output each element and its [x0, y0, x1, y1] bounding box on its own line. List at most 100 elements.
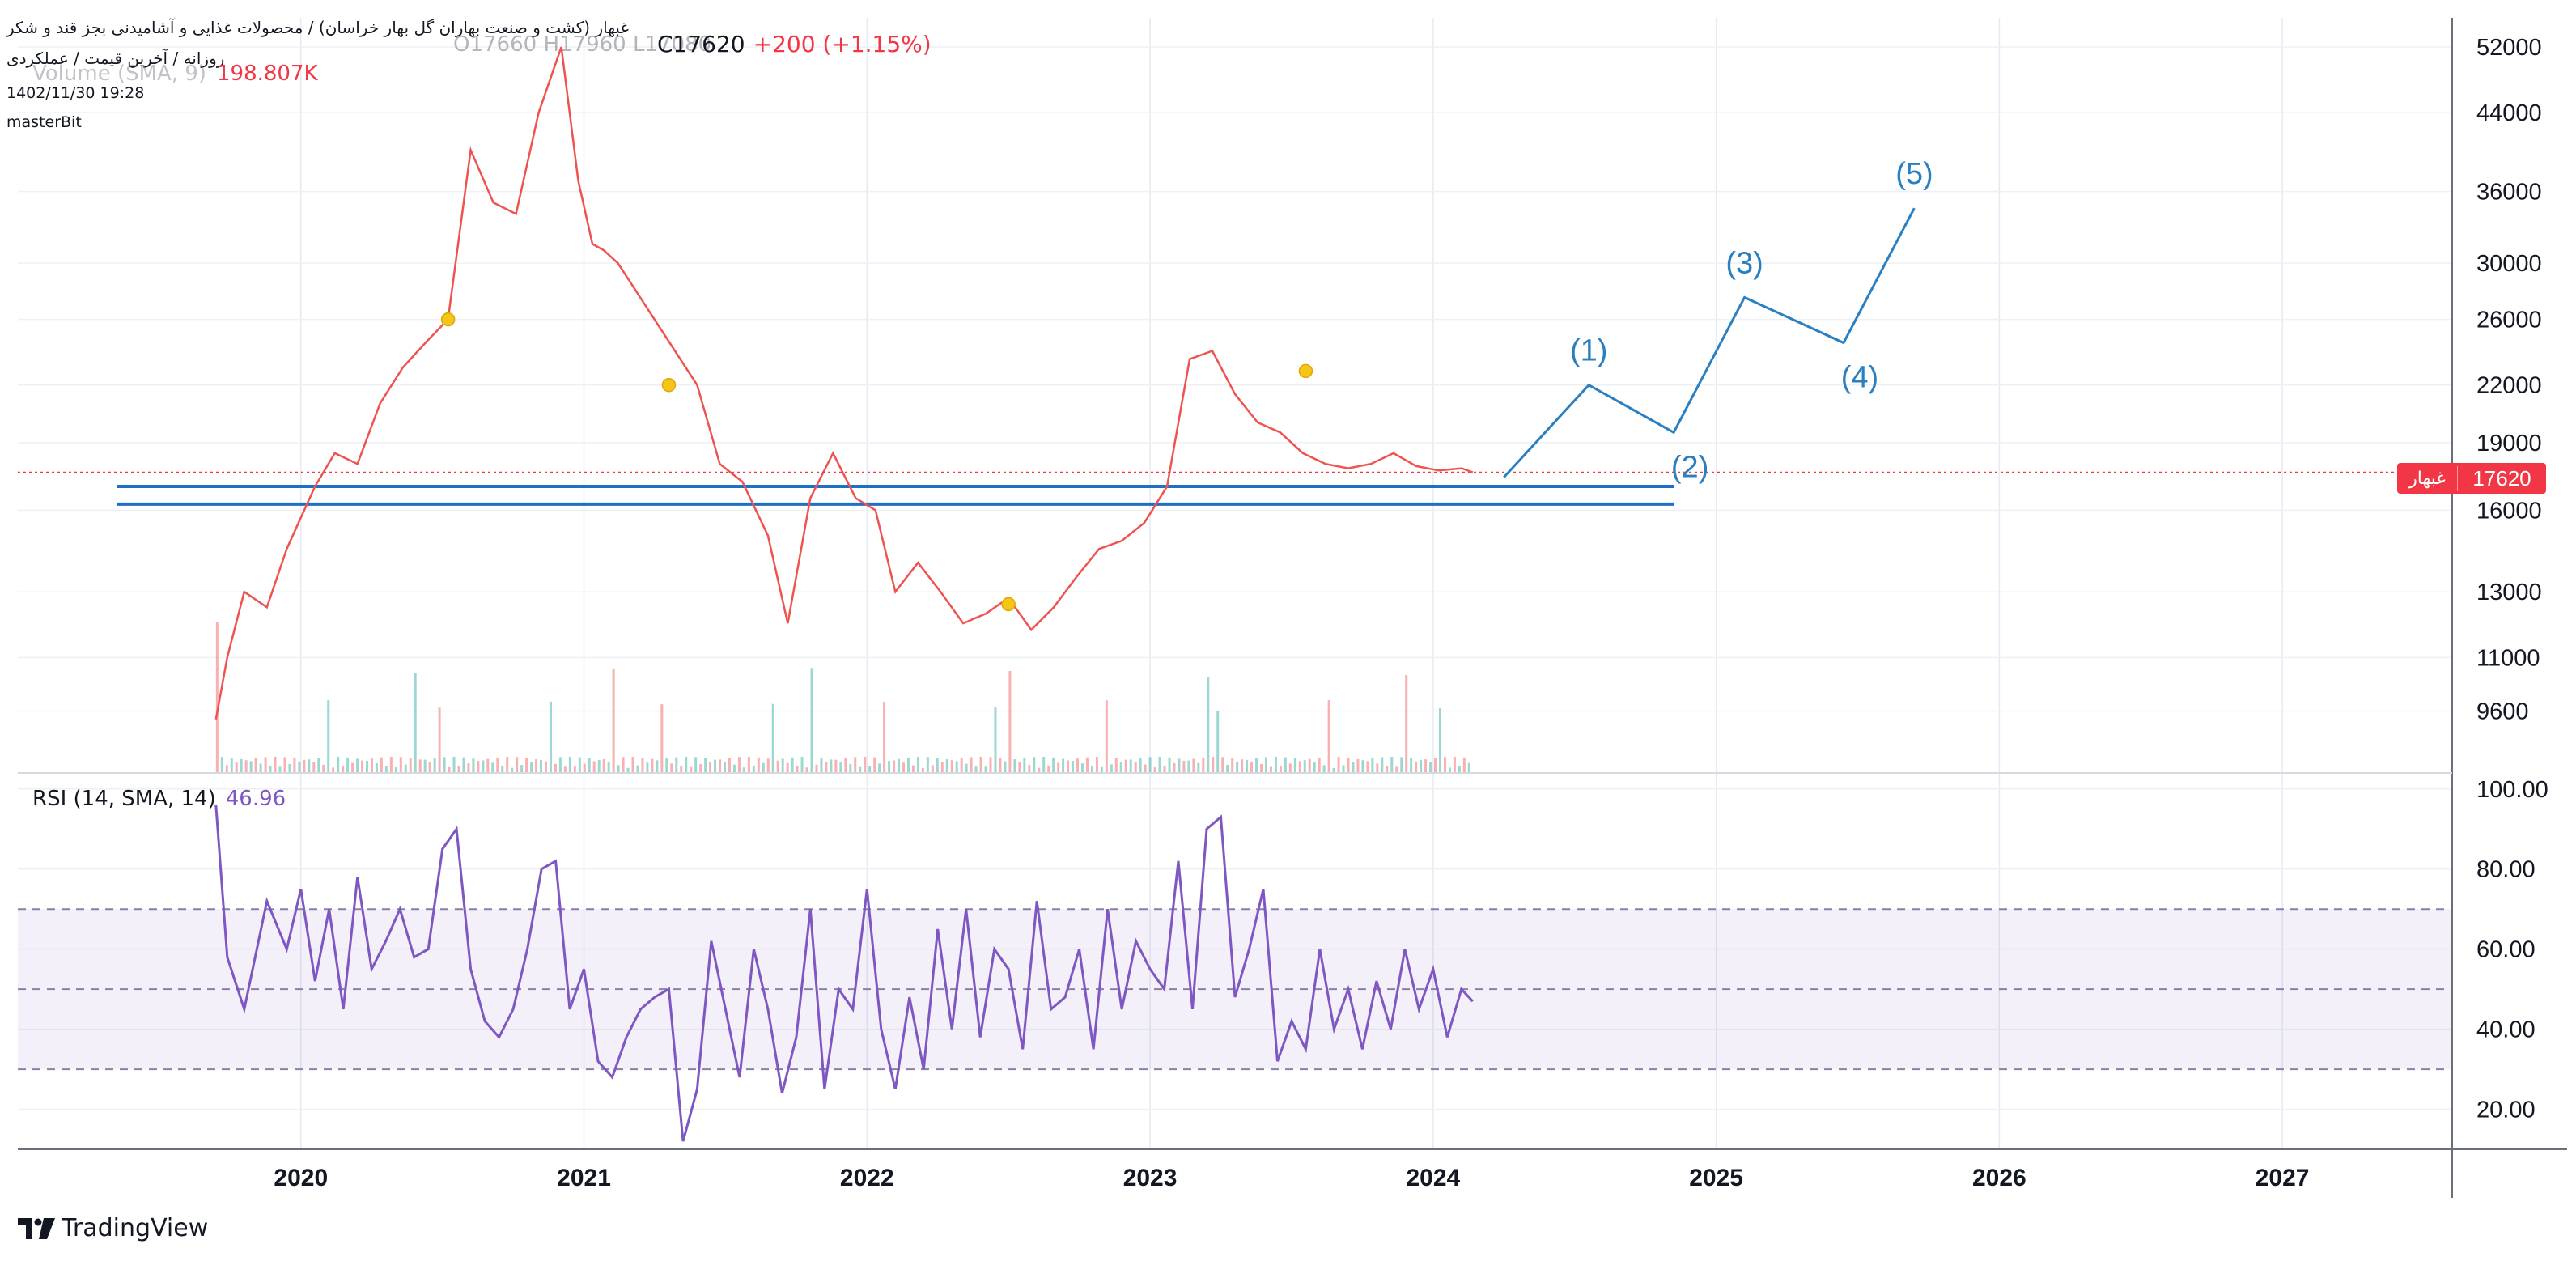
- event-markers[interactable]: [440, 312, 1313, 612]
- volume-bar: [283, 757, 286, 773]
- close-readout: C17620 +200 (+1.15%): [657, 31, 932, 57]
- volume-bar: [844, 758, 847, 773]
- time-tick-label: 2021: [557, 1165, 611, 1191]
- price-series-line: [214, 46, 1474, 720]
- volume-bar: [1462, 757, 1466, 773]
- volume-bar: [578, 757, 581, 773]
- price-axis-ticks[interactable]: 9600 11000 13000 16000 19000 22000 26000 30000 3…: [2476, 35, 2542, 724]
- volume-bar: [264, 757, 267, 773]
- volume-bar: [342, 765, 345, 773]
- volume-bar: [1269, 766, 1272, 773]
- volume-bar: [1033, 757, 1036, 773]
- volume-bar: [960, 758, 963, 773]
- wave-label-3: (3): [1725, 246, 1763, 280]
- volume-bar: [1274, 757, 1277, 773]
- volume-bar: [496, 757, 499, 773]
- volume-bar: [597, 760, 601, 773]
- tradingview-logo[interactable]: TradingView: [18, 1214, 208, 1242]
- time-tick-label: 2027: [2256, 1165, 2310, 1191]
- rsi-band-lines: [18, 908, 2452, 1071]
- volume-bar: [1390, 757, 1394, 773]
- rsi-axis-ticks[interactable]: 20.00 40.00 60.00 80.00 100.00: [2476, 777, 2548, 1123]
- volume-bar: [757, 757, 760, 773]
- volume-bar: [467, 763, 470, 773]
- volume-bar: [984, 766, 987, 773]
- volume-bar: [989, 757, 992, 773]
- volume-bar: [563, 766, 567, 773]
- rsi-label: RSI (14, SMA, 14): [32, 787, 216, 811]
- volume-bar: [583, 763, 586, 773]
- volume-bar: [298, 761, 301, 773]
- volume-bar: [1405, 674, 1408, 773]
- volume-bar: [540, 759, 543, 773]
- price-tick-label: 26000: [2476, 308, 2542, 333]
- volume-bar: [394, 767, 397, 773]
- volume-bar: [714, 759, 717, 773]
- volume-bar: [1148, 757, 1152, 773]
- symbol-title[interactable]: غبهار (کشت و صنعت بهاران گل بهار خراسان)…: [6, 18, 629, 37]
- volume-bar: [888, 761, 891, 773]
- event-marker: [440, 312, 456, 327]
- volume-bar: [1134, 762, 1137, 773]
- volume-bar: [1347, 758, 1350, 773]
- price-tick-label: 30000: [2476, 251, 2542, 277]
- volume-bar: [656, 760, 659, 773]
- volume-bar: [1467, 762, 1470, 773]
- volume-bar: [728, 758, 731, 773]
- volume-bar: [1284, 757, 1287, 773]
- volume-bar: [1342, 765, 1345, 773]
- volume-bar: [235, 762, 238, 773]
- grid: [18, 18, 2452, 1149]
- event-marker: [661, 377, 677, 393]
- wave-label-2: (2): [1671, 450, 1708, 484]
- volume-bar: [791, 757, 794, 773]
- volume-bar: [215, 622, 219, 773]
- price-tick-label: 16000: [2476, 498, 2542, 524]
- volume-bar: [418, 759, 422, 773]
- volume-bar: [1250, 761, 1254, 773]
- volume-bar: [389, 757, 393, 773]
- volume-bar: [1313, 762, 1316, 773]
- volume-bar: [911, 765, 915, 773]
- volume-bar: [747, 757, 750, 773]
- volume-bars: [215, 622, 1470, 773]
- volume-bar: [1303, 760, 1306, 773]
- rsi-tick-label: 100.00: [2476, 777, 2548, 803]
- volume-bar: [399, 757, 402, 773]
- volume-bar: [1420, 759, 1423, 773]
- volume-bar: [1293, 758, 1296, 773]
- volume-bar: [472, 758, 475, 773]
- rsi-legend[interactable]: RSI (14, SMA, 14) 46.96: [32, 787, 286, 811]
- volume-bar: [776, 760, 779, 773]
- author[interactable]: masterBit: [6, 113, 82, 131]
- volume-bar: [588, 758, 591, 773]
- volume-bar: [1212, 757, 1215, 773]
- support-levels[interactable]: [117, 484, 1674, 506]
- elliott-wave-projection[interactable]: [1503, 207, 1916, 478]
- volume-bar: [723, 762, 726, 773]
- volume-label[interactable]: Volume (SMA, 9): [32, 62, 207, 86]
- volume-bar: [1062, 758, 1065, 773]
- volume-bar: [1356, 758, 1360, 773]
- volume-bar: [592, 761, 596, 773]
- volume-bar: [558, 757, 562, 773]
- datetime: 1402/11/30 19:28: [6, 84, 145, 102]
- volume-bar: [893, 760, 896, 773]
- volume-bar: [1139, 758, 1142, 773]
- volume-bar: [1395, 766, 1398, 773]
- volume-bar: [486, 758, 490, 773]
- volume-bar: [380, 757, 383, 773]
- time-axis-ticks[interactable]: 2020 2021 2022 2023 2024 2025 2026 2027: [274, 1165, 2309, 1191]
- volume-bar: [1052, 757, 1055, 773]
- volume-bar: [254, 758, 257, 773]
- volume-bar: [1298, 761, 1301, 773]
- volume-bar: [384, 766, 388, 773]
- rsi-tick-label: 20.00: [2476, 1098, 2536, 1123]
- volume-bar: [864, 757, 867, 773]
- volume-bar: [626, 767, 630, 773]
- close-label: C17620: [657, 31, 745, 57]
- volume-bar: [414, 673, 417, 773]
- volume-bar: [303, 759, 306, 773]
- volume-bar: [1072, 761, 1075, 773]
